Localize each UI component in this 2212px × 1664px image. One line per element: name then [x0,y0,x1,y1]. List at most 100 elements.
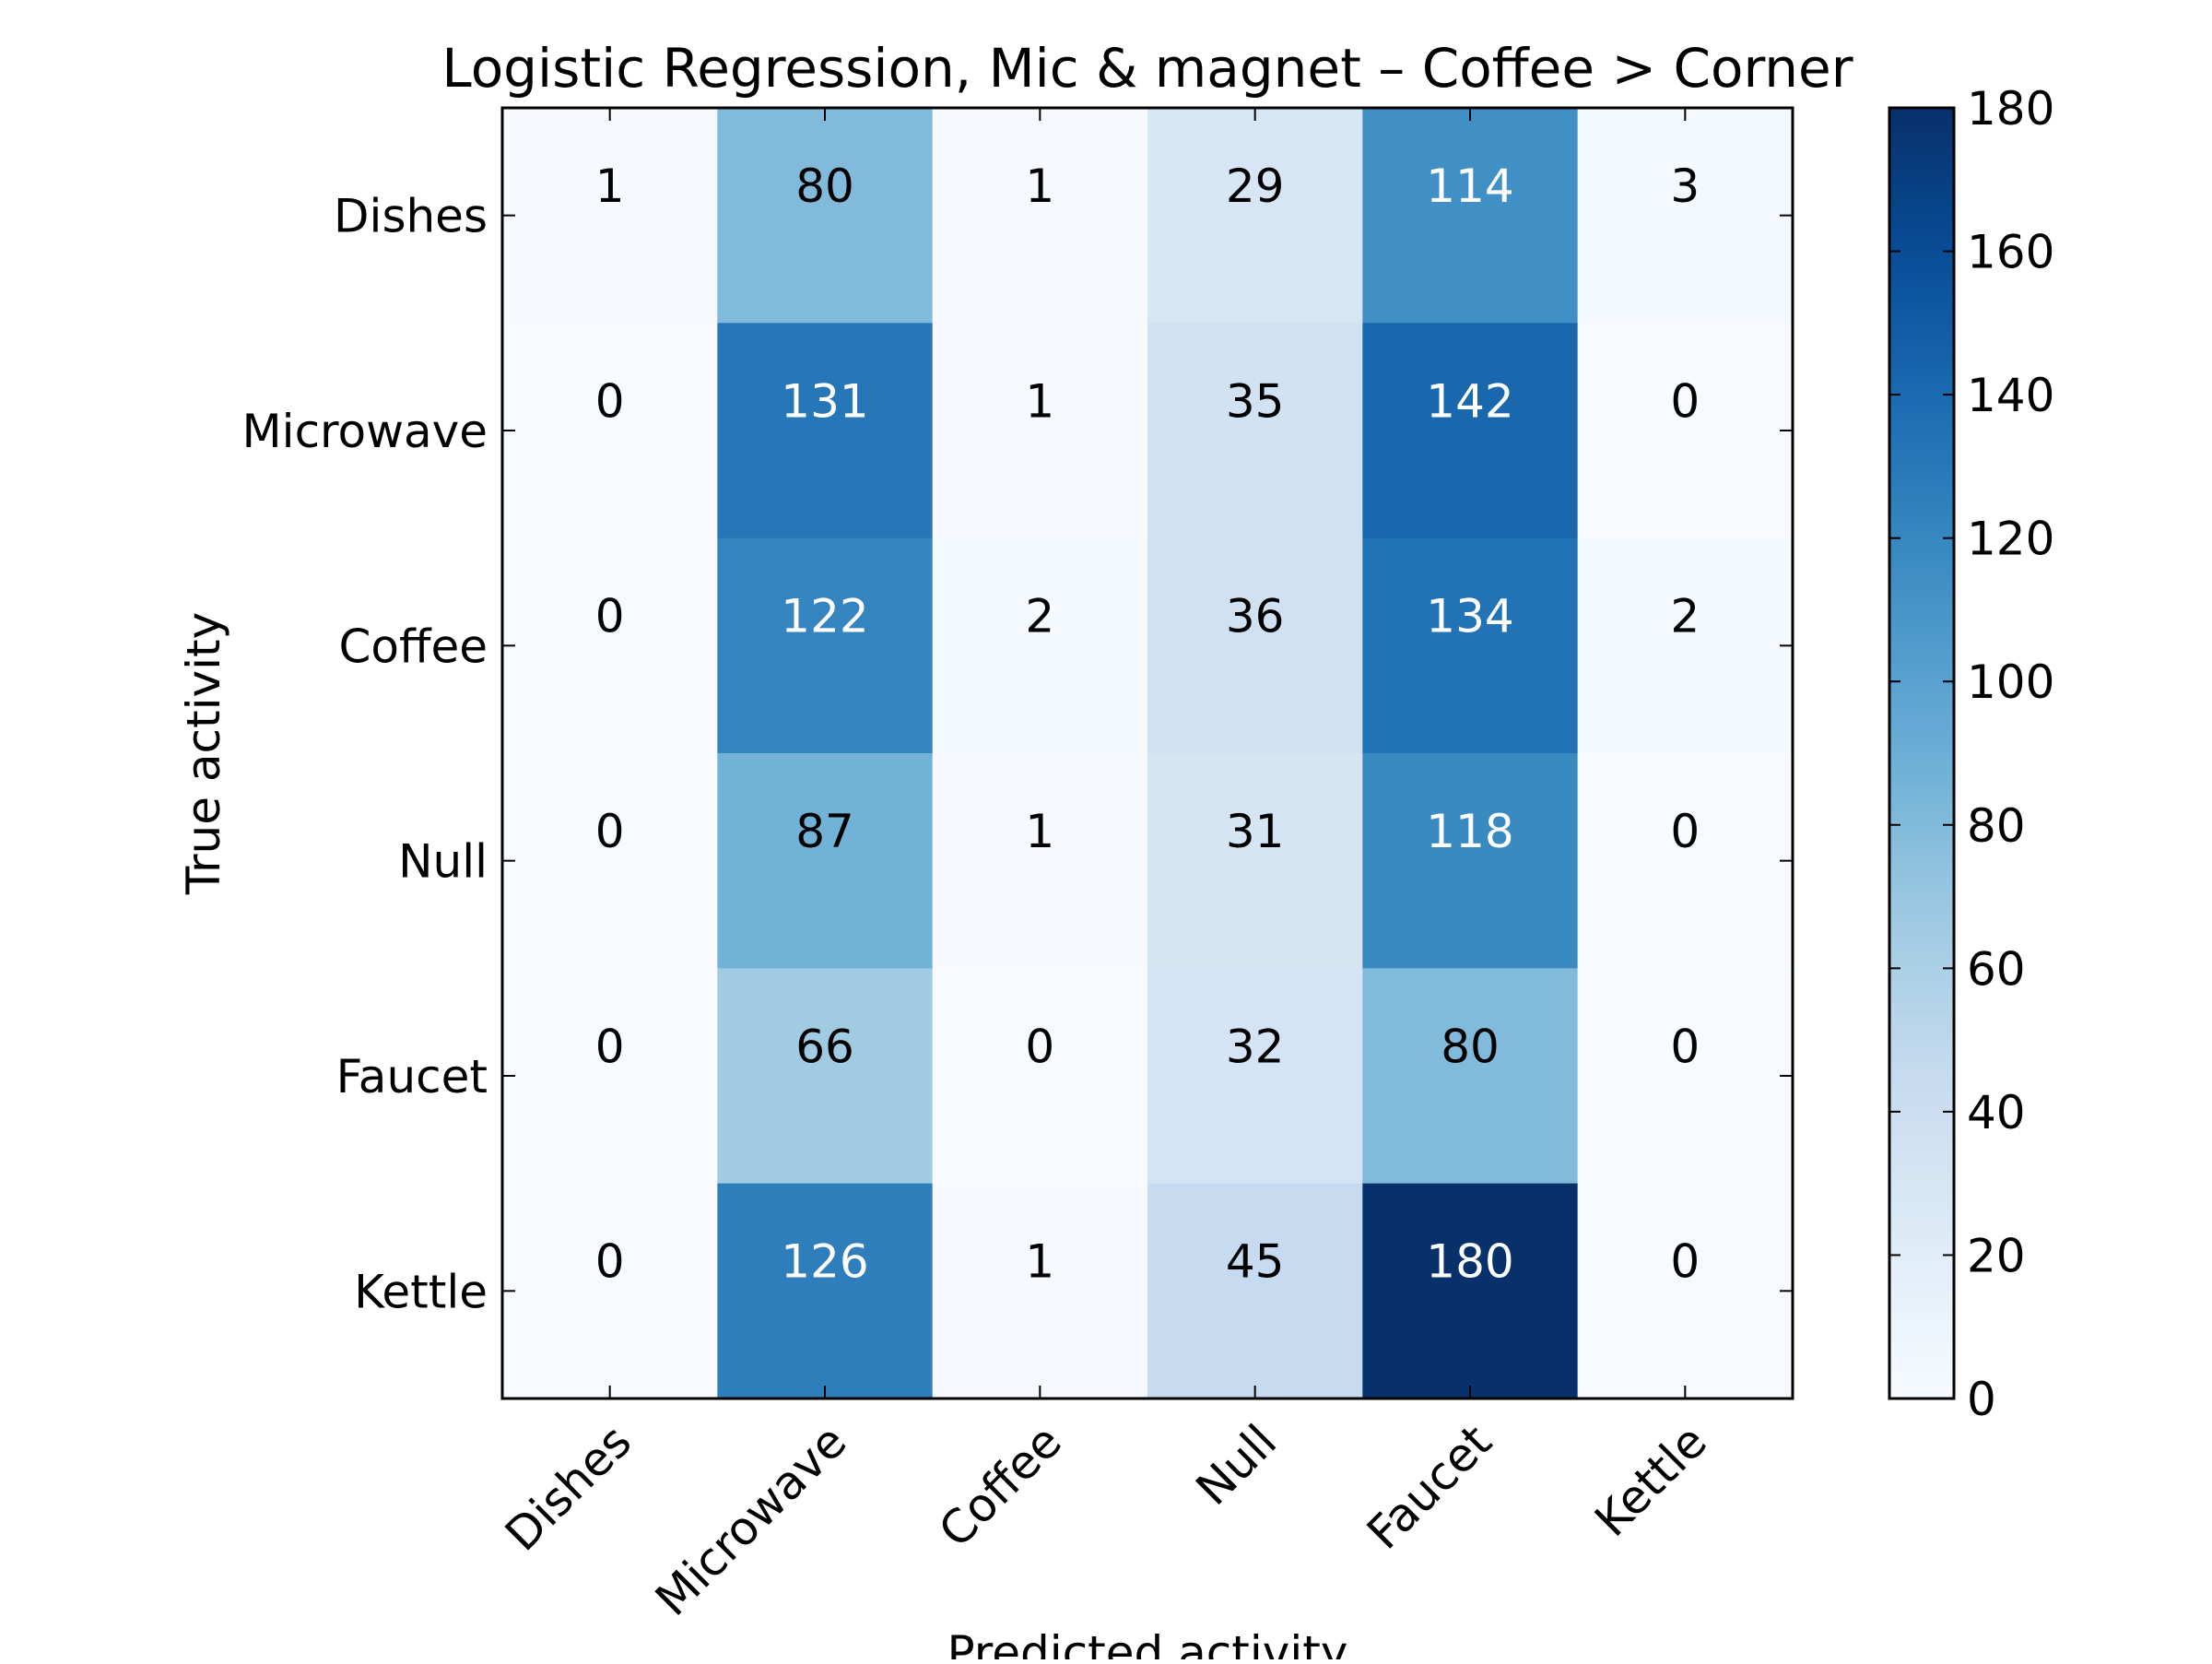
x-tick-label: Faucet [1357,1414,1501,1559]
cell-value-label: 1 [1025,805,1054,858]
colorbar-tick-label: 180 [1967,82,2054,136]
cell-value-label: 32 [1226,1020,1285,1073]
cell-value-label: 134 [1426,590,1513,643]
colorbar-tick-label: 80 [1967,799,2026,853]
heatmap-cell [1147,1183,1363,1399]
heatmap-cell [1577,968,1794,1185]
colorbar-tick-label: 120 [1967,513,2054,566]
heatmap-cell [502,1183,718,1399]
cell-value-label: 0 [595,1020,625,1073]
heatmap-cell [932,1183,1148,1399]
y-tick-label: Faucet [336,1050,488,1103]
cell-value-label: 0 [595,805,625,858]
cell-value-label: 131 [781,374,868,428]
cell-value-label: 31 [1226,805,1285,858]
cell-value-label: 45 [1226,1235,1285,1289]
heatmap-cell [1362,753,1579,969]
x-tick-label: Null [1186,1414,1288,1516]
cell-value-label: 29 [1226,159,1285,213]
x-axis-label: Predicted activity [947,1626,1348,1659]
cell-value-label: 1 [1025,1235,1054,1289]
heatmap-cell [717,323,934,539]
colorbar [1889,108,1954,1398]
heatmap-cell [1362,537,1579,754]
y-tick-label: Microwave [242,405,488,458]
heatmap-cell [1362,323,1579,539]
heatmap-cell [717,108,934,324]
colorbar-frame [1888,106,1956,1400]
heatmap-cell [717,1183,934,1399]
cell-value-label: 118 [1426,805,1513,858]
x-tick-labels: Dishes Microwave Coffee Null Faucet Kettle [495,1414,1717,1625]
cell-value-label: 2 [1025,590,1054,643]
heatmap-cell [502,323,718,539]
cell-value-label: 1 [595,159,625,213]
x-tick-label: Coffee [929,1414,1072,1557]
cell-value-label: 66 [795,1020,854,1073]
heatmap-cell [717,753,934,969]
heatmap-cells [502,108,1794,1399]
x-tick-label: Dishes [495,1414,641,1561]
plot-frame [500,106,1794,1400]
cell-value-label: 180 [1426,1235,1513,1289]
cell-value-label: 0 [1670,374,1700,428]
y-tick-label: Dishes [334,190,488,243]
cell-value-label: 1 [1025,374,1054,428]
heatmap-cell [1147,108,1363,324]
heatmap-cell [502,753,718,969]
heatmap-cell [717,537,934,754]
cell-value-label: 2 [1670,590,1700,643]
cell-value-label: 1 [1025,159,1054,213]
heatmap-cell [932,968,1148,1185]
colorbar-tick-label: 0 [1967,1373,1996,1426]
heatmap-cell [502,108,718,324]
heatmap-cell [1147,753,1363,969]
cell-value-label: 80 [795,159,854,213]
cell-value-label: 0 [595,590,625,643]
heatmap-cell [502,537,718,754]
cell-value-label: 126 [781,1235,868,1289]
heatmap-cell [1147,537,1363,754]
cell-value-label: 114 [1426,159,1513,213]
heatmap-cell [932,537,1148,754]
heatmap-cell [1577,753,1794,969]
cell-value-label: 3 [1670,159,1700,213]
cell-value-label: 0 [1670,1020,1700,1073]
colorbar-ticks: 0 20 40 60 80 100 120 140 160 180 [1889,82,2054,1426]
heatmap-cell [1577,323,1794,539]
y-tick-label: Kettle [354,1265,488,1318]
cell-value-label: 0 [1670,805,1700,858]
cell-value-label: 36 [1226,590,1285,643]
y-tick-label: Null [398,835,488,889]
axis-ticks [502,108,1793,1398]
heatmap-cell [1362,108,1579,324]
cell-value-label: 35 [1226,374,1285,428]
heatmap-cell [1362,1183,1579,1399]
colorbar-tick-label: 160 [1967,226,2054,279]
cell-value-label: 87 [795,805,854,858]
heatmap-cell [1577,1183,1794,1399]
heatmap-cell [717,968,934,1185]
heatmap-cell [1147,323,1363,539]
x-tick-label: Kettle [1584,1414,1716,1546]
chart-title: Logistic Regression, Mic & magnet – Coff… [441,37,1853,100]
cell-value-label: 80 [1441,1020,1500,1073]
heatmap-cell [1362,968,1579,1185]
heatmap-cell-labels: 1 80 1 29 114 30 131 1 35 142 00 122 2 36 134 20 87 1 31 11… [595,159,1700,1289]
y-tick-labels: Dishes Microwave Coffee Null Faucet Kettle [242,190,488,1319]
x-tick-label: Microwave [645,1414,856,1625]
cell-value-label: 0 [1670,1235,1700,1289]
colorbar-tick-label: 40 [1967,1086,2026,1139]
colorbar-tick-label: 100 [1967,655,2054,709]
heatmap-cell [932,323,1148,539]
cell-value-label: 142 [1426,374,1513,428]
heatmap-cell [1577,108,1794,324]
heatmap-cell [932,108,1148,324]
colorbar-tick-label: 60 [1967,942,2026,996]
heatmap-cell [502,968,718,1185]
heatmap-cell [932,753,1148,969]
cell-value-label: 0 [595,1235,625,1289]
colorbar-tick-label: 140 [1967,369,2054,422]
